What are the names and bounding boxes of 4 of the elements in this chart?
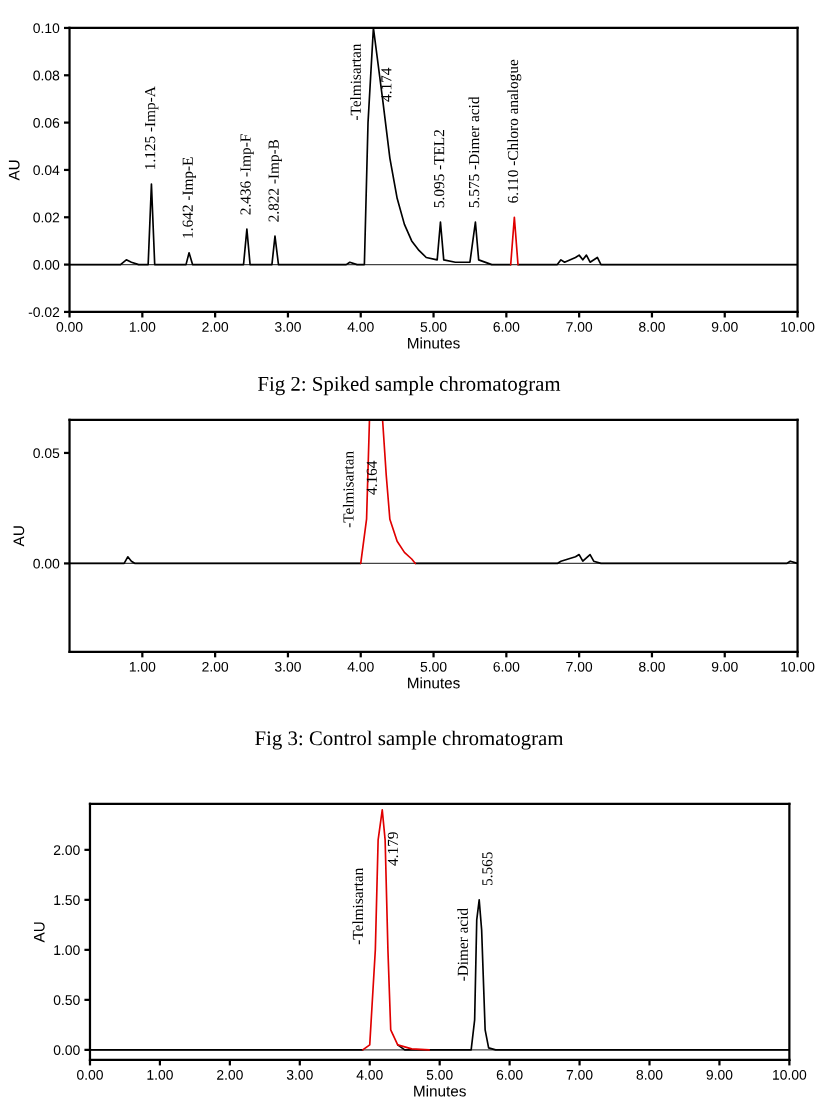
line-series [361,809,431,1051]
line-series [359,419,417,565]
caption: Fig 3: Control sample chromatogram [255,730,564,750]
caption: Fig 2: Spiked sample chromatogram [258,376,561,396]
